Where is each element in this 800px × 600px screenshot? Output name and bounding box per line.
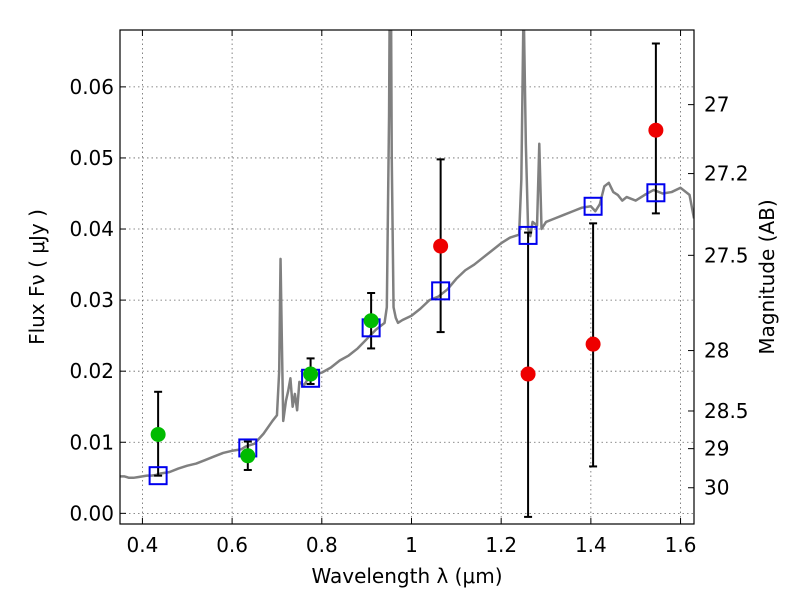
plot-frame [119, 29, 695, 525]
y-tick-label: 0.01 [69, 430, 114, 454]
right-tick-label: 28 [704, 339, 729, 363]
red-detection-point [585, 336, 601, 352]
grid [120, 30, 694, 524]
x-tick-label: 0.8 [306, 533, 338, 557]
right-tick-label: 29 [704, 437, 729, 461]
green-detection-point [240, 448, 256, 464]
y-tick-label: 0.03 [69, 288, 114, 312]
y-tick-label: 0.02 [69, 359, 114, 383]
x-tick-label: 1 [405, 533, 418, 557]
right-tick-label: 30 [704, 476, 729, 500]
y-tick-label: 0.04 [69, 217, 114, 241]
x-axis-label: Wavelength λ (μm) [311, 564, 502, 588]
x-tick-label: 0.6 [216, 533, 248, 557]
model-photometry-point [431, 281, 451, 301]
spectrum-line [120, 30, 694, 480]
red-detection-point [433, 238, 449, 254]
y-tick-label: 0.05 [69, 146, 114, 170]
right-tick-label: 27.5 [704, 243, 749, 267]
model-photometry-point [518, 225, 538, 245]
model-photometry-point [646, 183, 666, 203]
x-tick-label: 1.2 [485, 533, 517, 557]
right-tick-label: 27 [704, 93, 729, 117]
ticks-layer: 0.4 0.6 0.8 1 1.2 1.4 1.6 0.00 0.01 0.02 0.03 0.04 0… [69, 30, 749, 557]
spectrum-layer [120, 30, 694, 480]
markers-layer [148, 42, 666, 518]
model-photometry-point [583, 196, 603, 216]
red-detection-point [648, 122, 664, 138]
right-tick-label: 27.2 [704, 162, 749, 186]
model-photometry-point [148, 466, 168, 486]
x-tick-label: 0.4 [127, 533, 159, 557]
green-detection-point [363, 313, 379, 329]
y-right-axis-label: Magnitude (AB) [755, 199, 779, 354]
x-tick-label: 1.4 [575, 533, 607, 557]
y-axis-label: Flux Fν ( μJy ) [25, 209, 49, 345]
red-detection-point [520, 366, 536, 382]
y-tick-label: 0.00 [69, 501, 114, 525]
y-tick-label: 0.06 [69, 75, 114, 99]
right-tick-label: 28.5 [704, 399, 749, 423]
green-detection-point [150, 426, 166, 442]
green-detection-point [303, 366, 319, 382]
plot-background [120, 30, 694, 524]
x-tick-label: 1.6 [665, 533, 697, 557]
